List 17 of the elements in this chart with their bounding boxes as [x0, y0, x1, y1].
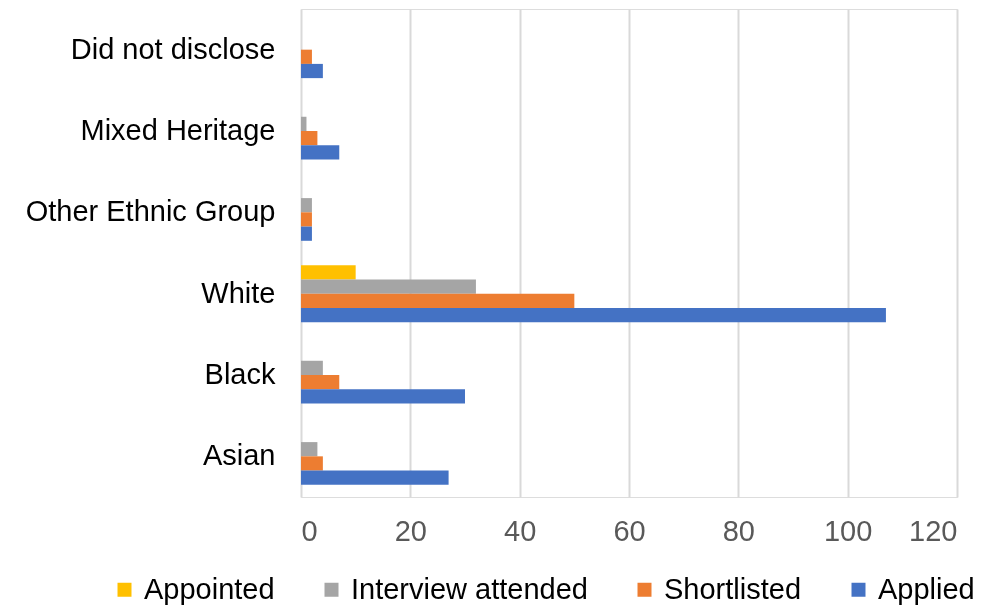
y-tick-label: Did not disclose	[70, 32, 276, 65]
x-tick-label: 100	[823, 514, 873, 547]
y-tick-label: White	[201, 276, 276, 309]
y-tick-label: Mixed Heritage	[80, 114, 276, 146]
x-tick-label: 120	[909, 514, 958, 547]
x-tick-label: 60	[613, 514, 646, 547]
legend-label: Interview attended	[351, 572, 588, 605]
x-tick-label: 40	[504, 514, 537, 547]
y-tick-label: Black	[204, 358, 276, 390]
y-tick-label: Other Ethnic Group	[25, 195, 276, 228]
y-tick-label: Asian	[202, 439, 276, 472]
legend-label: Applied	[878, 572, 975, 605]
legend-label: Shortlisted	[664, 572, 802, 605]
x-tick-label: 20	[394, 514, 427, 547]
x-tick-label: 0	[301, 514, 318, 547]
x-tick-label: 80	[722, 514, 755, 547]
legend-label: Appointed	[144, 572, 275, 605]
